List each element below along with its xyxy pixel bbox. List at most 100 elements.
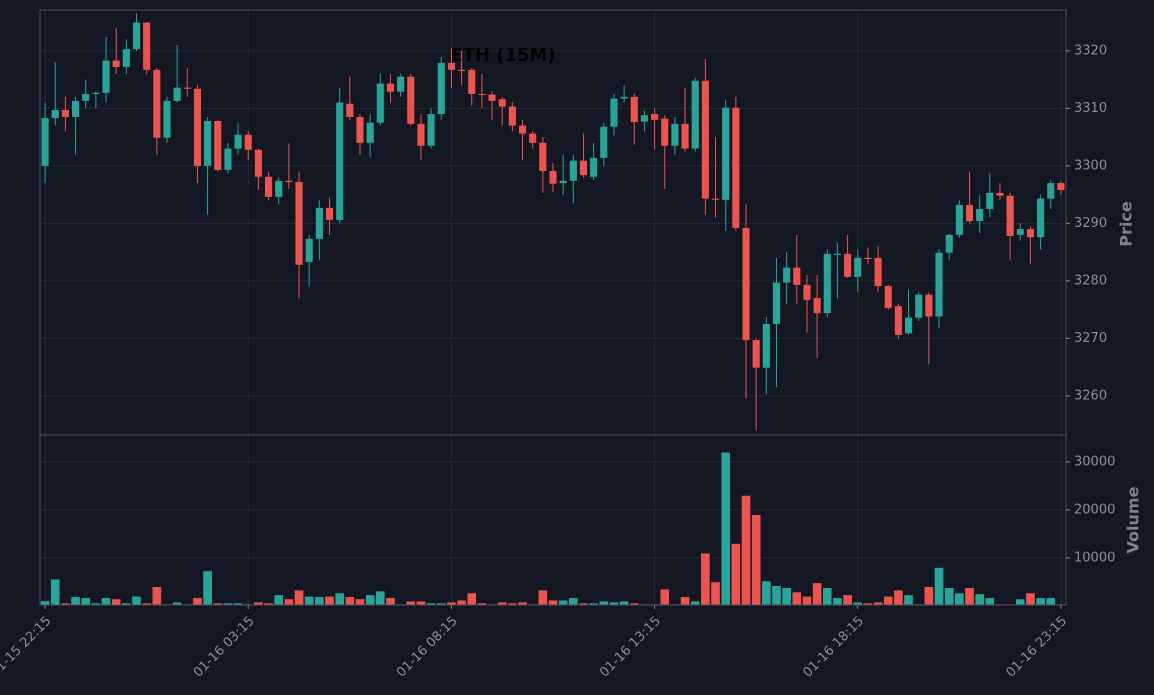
candle-body bbox=[407, 76, 415, 124]
candle-body bbox=[397, 76, 405, 92]
volume-bar bbox=[294, 589, 304, 606]
volume-bar bbox=[710, 581, 721, 606]
candle-body bbox=[600, 126, 608, 158]
volume-bar bbox=[101, 597, 111, 606]
candle-body bbox=[854, 257, 862, 277]
volume-bar bbox=[842, 594, 853, 606]
volume-bar bbox=[903, 594, 914, 606]
candle-body bbox=[143, 22, 151, 70]
y-axis-label: Price bbox=[1117, 201, 1136, 247]
candle-body bbox=[437, 62, 445, 115]
candle-body bbox=[752, 340, 760, 368]
volume-bar bbox=[334, 592, 345, 606]
y-tick-label: 3260 bbox=[1074, 388, 1107, 403]
candle-body bbox=[539, 142, 547, 172]
x-tick-label: 01-16 03:15 bbox=[191, 614, 258, 681]
candle-body bbox=[904, 317, 913, 334]
candle-body bbox=[559, 180, 567, 184]
volume-bar bbox=[355, 598, 365, 606]
candle-body bbox=[224, 148, 232, 170]
y-tick-label: 3320 bbox=[1074, 43, 1107, 58]
candle-body bbox=[325, 207, 334, 220]
candle-body bbox=[620, 96, 628, 99]
candle-body bbox=[894, 306, 902, 335]
candle-body bbox=[844, 253, 852, 277]
candle-body bbox=[691, 80, 699, 149]
candle-body bbox=[793, 267, 801, 285]
volume-tick-label: 30000 bbox=[1074, 454, 1115, 469]
candle-body bbox=[315, 207, 323, 239]
candle-body bbox=[193, 88, 202, 166]
candle-body bbox=[163, 100, 171, 138]
volume-bar bbox=[659, 588, 670, 606]
candle-body bbox=[722, 107, 730, 200]
candle-body bbox=[549, 171, 557, 184]
volume-bar bbox=[974, 593, 985, 606]
volume-axis-label: Volume bbox=[1124, 486, 1143, 553]
candle-body bbox=[92, 92, 100, 94]
volume-bar bbox=[538, 589, 548, 606]
candle-body bbox=[813, 298, 821, 314]
volume-bar bbox=[568, 597, 579, 606]
volume-bar bbox=[944, 587, 954, 606]
volume-bar bbox=[365, 594, 375, 606]
y-tick-label: 3280 bbox=[1074, 273, 1107, 288]
candle-body bbox=[122, 49, 130, 67]
candle-body bbox=[386, 83, 395, 92]
volume-bar bbox=[70, 596, 81, 606]
volume-bar bbox=[416, 600, 426, 606]
candle-body bbox=[640, 115, 648, 122]
volume-bar bbox=[131, 596, 142, 606]
candle-body bbox=[336, 102, 344, 220]
candle-body bbox=[173, 87, 181, 101]
volume-bar bbox=[385, 597, 396, 606]
volume-bar bbox=[791, 591, 802, 606]
candle-body bbox=[458, 69, 466, 71]
candle-body bbox=[183, 87, 191, 89]
volume-bar bbox=[314, 596, 325, 606]
candle-body bbox=[1037, 198, 1045, 238]
candle-body bbox=[742, 227, 750, 341]
volume-bar bbox=[934, 567, 944, 606]
candle-body bbox=[976, 208, 984, 222]
candle-body bbox=[945, 234, 953, 253]
candle-body bbox=[732, 107, 740, 228]
candle-body bbox=[651, 114, 659, 120]
candle-body bbox=[498, 99, 506, 107]
candle-body bbox=[772, 282, 781, 325]
volume-bar bbox=[802, 596, 812, 606]
candle-body bbox=[366, 122, 374, 143]
volume-bar bbox=[731, 543, 741, 606]
volume-bar bbox=[832, 597, 843, 606]
candle-body bbox=[590, 157, 598, 177]
volume-bar bbox=[80, 597, 91, 606]
x-tick-label: 01-16 23:15 bbox=[1003, 614, 1070, 681]
volume-bar bbox=[690, 600, 701, 606]
y-tick-label: 3300 bbox=[1074, 158, 1107, 173]
volume-bar bbox=[111, 598, 122, 606]
candle-body bbox=[803, 284, 811, 300]
candle-body bbox=[41, 118, 49, 166]
candle-body bbox=[915, 294, 923, 318]
candle-body bbox=[427, 114, 435, 146]
candle-body bbox=[1026, 229, 1035, 238]
volume-bar bbox=[304, 596, 315, 606]
volume-bar bbox=[284, 598, 294, 606]
candle-body bbox=[488, 94, 496, 101]
candle-body bbox=[529, 133, 537, 143]
candle-body bbox=[265, 176, 273, 197]
candle-body bbox=[417, 123, 425, 146]
volume-bar bbox=[812, 582, 822, 606]
candle-body bbox=[955, 204, 963, 235]
volume-bar bbox=[202, 570, 213, 606]
candle-body bbox=[661, 118, 669, 146]
y-tick-label: 3310 bbox=[1074, 101, 1107, 116]
volume-bar bbox=[1015, 598, 1026, 606]
candle-body bbox=[986, 192, 994, 209]
candle-body bbox=[996, 192, 1004, 196]
candle-body bbox=[254, 149, 262, 177]
y-tick-label: 3270 bbox=[1074, 331, 1107, 346]
candle-body bbox=[701, 80, 709, 199]
volume-bar bbox=[883, 596, 894, 606]
volume-bar bbox=[984, 597, 995, 606]
